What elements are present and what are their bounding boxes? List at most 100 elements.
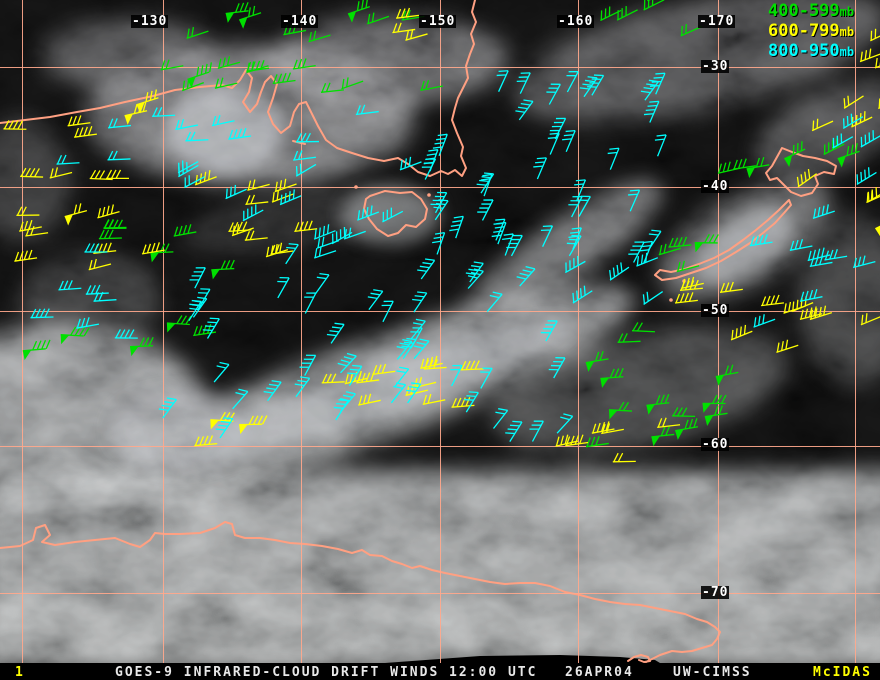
wind-barb-glyph [152,107,176,117]
wind-barb-pennant [60,334,70,345]
wind-barb-glyph [680,24,702,37]
wind-barb-yellow-mid-band [274,178,297,193]
wind-barb-glyph [493,218,506,241]
wind-barb-glyph [189,267,206,289]
wind-barb-pennant [746,167,755,179]
satellite-image-canvas[interactable]: -130 -140 -150 -160 -170 -30 -40 -50 -60 -70 400-… [0,0,880,663]
wind-barb-glyph [556,413,574,434]
wind-barb-yellow-top-left [89,169,113,181]
wind-barb-glyph [343,227,366,240]
wind-barb-green-top-right [680,24,702,37]
wind-barb-glyph [244,230,268,241]
wind-barb-cyan-right-edge [860,130,880,148]
wind-barb-pennant [211,269,220,280]
wind-barb-glyph [467,268,484,289]
wind-barb-yellow-top-corner [859,48,880,63]
wind-barb-green-mid-south [675,418,698,440]
wind-barb-glyph [432,232,446,255]
wind-barb-glyph [392,22,416,34]
wind-barb-glyph [285,243,299,265]
wind-barb-glyph [299,354,317,376]
wind-barb-cyan-bight-band [225,184,247,200]
wind-barb-cyan-sw-cluster [486,291,503,313]
wind-barb-cyan-coast-band [185,131,209,142]
wind-barb-cyan-east-of-nz [812,204,835,220]
wind-barb-cyan-bight-band [357,205,380,221]
wind-barb-glyph [337,352,357,374]
wind-barb-yellow-top-left [67,115,91,127]
wind-barb-cyan-sw-cluster [463,391,479,413]
wind-barb-yellow-south-cluster [321,373,345,384]
longitude-label--130: -130 [131,14,169,29]
wind-barb-glyph [355,104,379,116]
wind-barb-green-top-strip [214,77,238,89]
wind-barb-cyan-sw-cluster [381,300,394,323]
wind-barb-cyan-east-of-nz [799,288,823,302]
wind-barb-glyph [217,56,241,70]
wind-barb-glyph [842,113,864,129]
wind-barb-yellow-coast-west [124,102,148,125]
wind-barb-yellow-south-cluster [460,360,484,371]
wind-barb-glyph [631,322,656,333]
wind-barb-yellow-top-left [20,167,44,178]
wind-barb-glyph [225,184,247,200]
wind-barb-yellow-left-band [19,219,42,232]
wind-barb-green-top-strip [341,77,364,90]
wind-barb-cyan-right-edge [832,133,854,149]
wind-barb-cyan-sw-cluster [188,299,202,322]
wind-barb-pennant [837,156,846,168]
wind-barb-green-mid-south [651,426,675,447]
island-dot-small-island [669,298,673,302]
wind-barb-glyph [106,169,129,180]
wind-barb-glyph [214,77,238,89]
wind-barb-cyan-tasman-cluster [540,225,554,247]
valid-date: 26APR04 [565,665,634,680]
wind-barb-cyan-tasman-cluster [515,99,534,121]
wind-barb-cyan-coast-band [56,154,80,165]
wind-barb-glyph [796,168,818,188]
wind-barb-glyph [600,367,624,380]
wind-barb-pennant [651,435,660,447]
wind-barb-glyph [616,6,638,21]
wind-barb-glyph [19,219,42,232]
wind-barb-cyan-tasman-cluster [639,240,654,264]
wind-barb-glyph [185,131,209,142]
wind-barb-glyph [540,225,554,247]
wind-barb-glyph [173,224,197,237]
wind-barb-yellow-south-cluster [372,363,396,376]
wind-barb-glyph [187,62,212,81]
wind-barb-cyan-sw-cluster [326,322,345,344]
coastline-antarctica-coast-curl [627,654,651,663]
wind-barb-glyph [807,247,831,262]
frame-number[interactable]: 1 [15,665,25,680]
wind-barb-glyph [313,224,336,240]
wind-barb-glyph [294,220,318,233]
wind-barb-glyph [366,12,390,25]
wind-barb-yellow-south-mid [565,434,589,447]
wind-barb-green-left-mid [173,224,197,237]
wind-barb-glyph [672,407,696,418]
coastline-australia-south-east-coast [0,0,477,177]
wind-barb-glyph [555,434,579,447]
wind-barb-cyan-tasman-cluster [647,229,662,251]
wind-barb-cyan-bight-band [399,156,422,171]
wind-barb-glyph [433,199,449,221]
wind-barb-glyph [88,258,112,271]
wind-barb-glyph [181,77,205,92]
wind-barb-cyan-tasman-cluster [423,149,439,172]
wind-barb-cyan-far-left [30,308,54,319]
wind-barb-glyph [749,234,773,247]
wind-barb-glyph [719,281,743,293]
wind-barb-yellow-right-cluster [681,276,704,290]
wind-barb-yellow-top-center [392,22,416,34]
wind-barb-cyan-coast-band [108,118,132,129]
wind-barb-cyan-tasman-cluster [568,195,583,218]
wind-barb-cyan-east-of-nz [789,239,813,251]
wind-barb-glyph [313,246,337,259]
wind-barb-cyan-right-edge [842,113,864,129]
wind-barb-glyph [860,313,880,326]
wind-barb-glyph [566,71,579,93]
wind-barb-glyph [202,317,220,339]
wind-barb-glyph [188,299,202,322]
wind-barb-cyan-sw-cluster [396,339,413,360]
